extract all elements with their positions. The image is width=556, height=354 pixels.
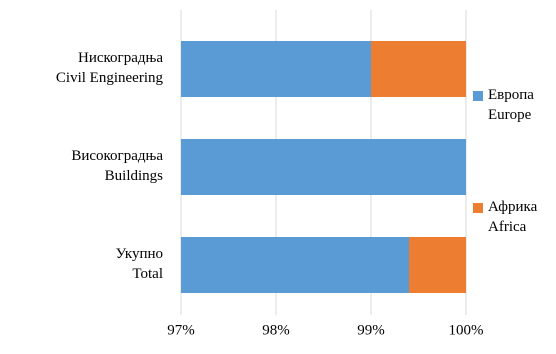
- x-tick-label: 99%: [357, 322, 385, 338]
- y-tick-line: Високоградња: [71, 148, 163, 164]
- y-tick-label: Високоградња Buildings: [71, 148, 163, 184]
- bar-segment: [181, 139, 466, 195]
- bar-segment: [371, 41, 466, 97]
- legend-line: Europe: [488, 107, 532, 123]
- legend-line: Европа: [488, 87, 534, 103]
- legend-swatch: [473, 203, 483, 213]
- bar-segment: [181, 237, 409, 293]
- legend-label: Африка Africa: [488, 199, 538, 235]
- legend-line: Africa: [488, 219, 527, 235]
- y-tick-line: Укупно: [116, 246, 163, 262]
- x-tick-label: 100%: [449, 322, 484, 338]
- y-tick-line: Civil Engineering: [56, 70, 164, 86]
- bar-segment: [409, 237, 466, 293]
- legend-swatch: [473, 91, 483, 101]
- y-tick-label: Нискоградња Civil Engineering: [56, 50, 164, 86]
- legend-line: Африка: [488, 199, 538, 215]
- x-tick-label: 97%: [167, 322, 195, 338]
- y-tick-line: Buildings: [105, 168, 164, 184]
- y-tick-label: Укупно Total: [116, 246, 163, 282]
- y-tick-line: Нискоградња: [78, 50, 163, 66]
- legend-label: Европа Europe: [488, 87, 534, 123]
- x-tick-label: 98%: [262, 322, 290, 338]
- y-tick-line: Total: [132, 266, 163, 282]
- bar-segment: [181, 41, 371, 97]
